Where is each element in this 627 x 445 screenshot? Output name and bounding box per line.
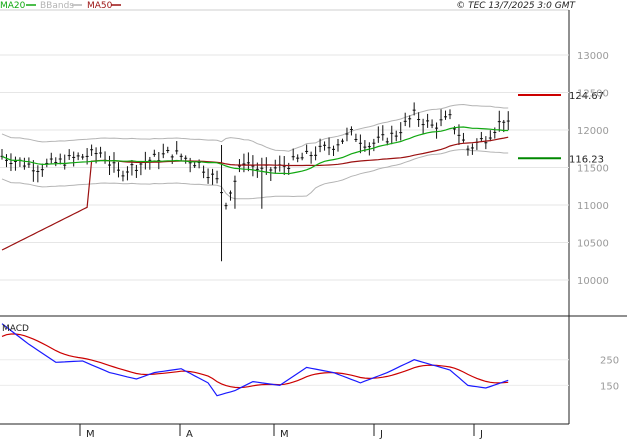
- legend-ma50-label: MA50: [87, 1, 113, 11]
- marker-label: 116.23: [569, 154, 604, 165]
- macd-tick-label: 150: [600, 381, 619, 392]
- month-label: J: [379, 429, 383, 440]
- ma20-line: [1, 126, 509, 175]
- month-label: M: [280, 429, 289, 440]
- ma50-line: [1, 136, 509, 251]
- month-label: A: [186, 429, 193, 440]
- price-tick-label: 10000: [577, 276, 609, 287]
- legend: MA20 BBands MA50: [0, 1, 121, 11]
- macd-tick-label: 250: [600, 356, 619, 367]
- marker-label: 124.67: [569, 91, 604, 102]
- legend-bbands-label: BBands: [40, 1, 74, 11]
- price-tick-label: 10500: [577, 239, 609, 250]
- bband-upper-line: [1, 103, 509, 152]
- price-tick-label: 12000: [577, 126, 609, 137]
- bband-lower-line: [1, 148, 509, 200]
- macd-line: [1, 323, 509, 397]
- month-label: M: [86, 429, 95, 440]
- price-tick-label: 11500: [577, 164, 609, 175]
- price-tick-label: 13000: [577, 51, 609, 62]
- macd-title: MACD: [2, 324, 29, 334]
- copyright-text: © TEC 13/7/2025 3:0 GMT: [456, 1, 576, 11]
- price-tick-label: 12500: [577, 89, 609, 100]
- legend-ma20-label: MA20: [0, 1, 26, 11]
- month-label: J: [479, 429, 483, 440]
- price-tick-label: 11000: [577, 201, 609, 212]
- macd-signal-line: [1, 333, 509, 389]
